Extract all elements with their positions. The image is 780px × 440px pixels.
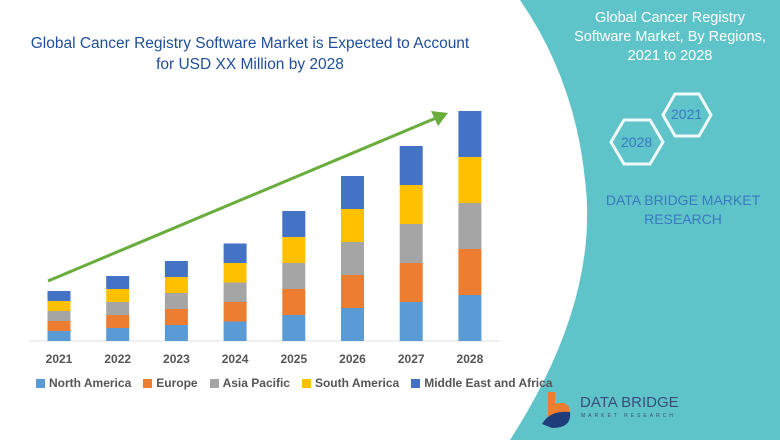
x-tick-label: 2024	[222, 352, 249, 366]
bar-segment	[458, 295, 482, 341]
bar-segment	[341, 209, 364, 242]
bar-segment	[47, 291, 71, 301]
bar-segment	[223, 263, 247, 283]
legend-item: Asia Pacific	[209, 376, 290, 390]
panel-title: Global Cancer Registry Software Market, …	[574, 10, 766, 64]
bar-segment	[106, 328, 130, 341]
legend-label: Europe	[156, 376, 198, 390]
bar-segment	[47, 321, 71, 331]
legend-label: North America	[49, 376, 132, 390]
x-tick-label: 2022	[104, 352, 131, 366]
bar-segment	[341, 242, 364, 275]
logo-tagline: MARKET RESEARCH	[581, 413, 676, 419]
bar-segment	[106, 302, 130, 315]
bar-segment	[164, 277, 188, 293]
bar-segment	[223, 321, 247, 341]
legend-item: Middle East and Africa	[411, 376, 552, 390]
trend-arrowhead	[431, 111, 448, 126]
bar-segment	[223, 243, 247, 263]
x-tick-label: 2023	[163, 352, 190, 366]
x-tick-label: 2028	[457, 352, 484, 366]
bar-segment	[458, 203, 482, 249]
bar-segment	[458, 157, 482, 203]
legend-label: Middle East and Africa	[424, 376, 553, 390]
bar-segment	[399, 263, 423, 302]
side-panel	[510, 0, 780, 440]
bar-segment	[164, 261, 188, 277]
bar-segment	[282, 237, 306, 263]
bar-segment	[164, 309, 188, 325]
legend-swatch	[143, 378, 153, 388]
bar-segment	[164, 293, 188, 309]
bar-segment	[47, 331, 71, 341]
bar-segment	[282, 315, 306, 341]
bar-segment	[399, 224, 423, 263]
hex-label-2021: 2021	[671, 106, 703, 122]
bar-segment	[282, 289, 306, 315]
legend: North America Europe Asia Pacific South …	[36, 376, 552, 390]
legend-swatch	[411, 378, 421, 388]
legend-label: Asia Pacific	[222, 376, 290, 390]
bar-segment	[341, 308, 364, 341]
bar-segment	[399, 185, 423, 224]
bar-segment	[47, 311, 71, 321]
legend-item: North America	[36, 376, 131, 390]
plot: 2021 2022 2023 2024 2025 2026 2027 2028	[30, 111, 500, 366]
legend-label: South America	[314, 376, 400, 390]
bar-segment	[282, 211, 306, 237]
bar-segment	[164, 325, 188, 341]
logo-text: DATA BRIDGE	[580, 394, 679, 411]
bar-segment	[458, 249, 482, 295]
bar-segment	[399, 302, 423, 341]
bar-segment	[341, 275, 364, 308]
hexagon-2028	[609, 118, 665, 166]
legend-swatch	[209, 378, 219, 388]
x-tick-label: 2026	[339, 352, 366, 366]
legend-swatch	[36, 378, 45, 388]
bar-segment	[106, 289, 130, 302]
x-tick-label: 2021	[46, 352, 73, 366]
bar-segment	[47, 301, 71, 311]
bar-segment	[458, 111, 482, 157]
x-tick-label: 2025	[280, 352, 307, 366]
legend-item: South America	[301, 376, 400, 390]
logo-icon	[542, 392, 571, 428]
bar-segment	[282, 263, 306, 289]
bar-segment	[399, 146, 423, 185]
trend-arrow	[47, 116, 437, 283]
brand-text: DATA BRIDGE MARKET RESEARCH	[605, 192, 761, 227]
hex-label-2028: 2028	[621, 134, 653, 150]
bar-segment	[106, 276, 130, 289]
hexagon-2021	[661, 92, 713, 138]
bar-segment	[106, 315, 130, 328]
bar-segment	[223, 302, 247, 322]
page-title: Global Cancer Registry Software Market i…	[30, 35, 470, 73]
legend-swatch	[301, 378, 311, 388]
x-tick-label: 2027	[398, 352, 425, 366]
legend-item: Europe	[143, 376, 198, 390]
bar-segment	[341, 176, 364, 209]
bar-segment	[223, 282, 247, 302]
